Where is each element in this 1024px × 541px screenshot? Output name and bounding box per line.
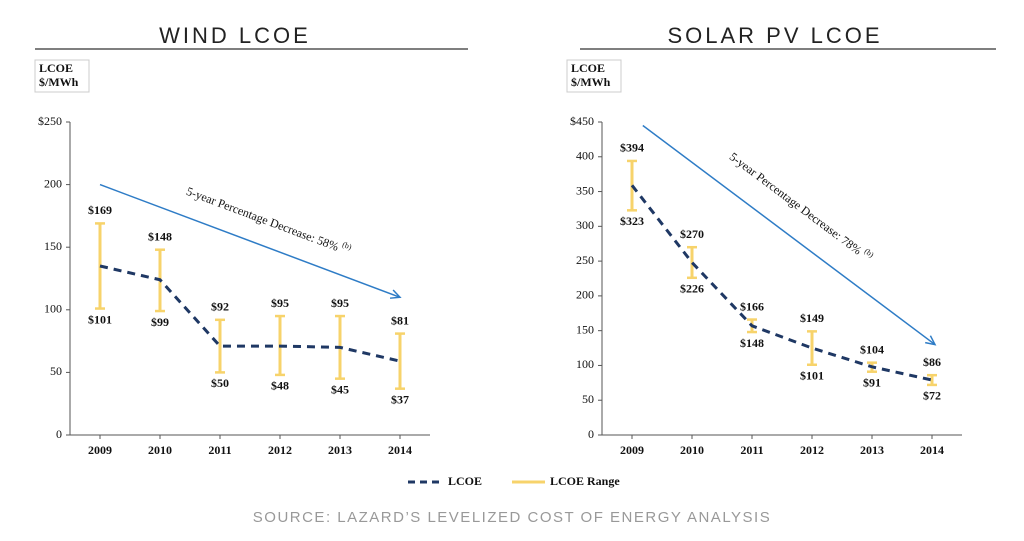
x-tick-label: 2014	[388, 443, 412, 457]
trend-arrow	[99, 183, 401, 298]
y-tick-label: 200	[576, 288, 594, 302]
data-label: $270	[680, 227, 704, 241]
y-axis-label: $/MWh	[571, 75, 611, 89]
data-label: $37	[391, 392, 409, 406]
y-axis-label: LCOE	[39, 61, 73, 75]
annotation-text: 5-year Percentage Decrease: 58%	[185, 184, 341, 254]
x-tick-label: 2013	[328, 443, 352, 457]
chart-title: SOLAR PV LCOE	[667, 23, 882, 48]
ylabel-box	[34, 59, 90, 93]
data-label: $50	[211, 376, 229, 390]
data-label: $323	[620, 214, 644, 228]
y-tick-label: $450	[570, 114, 594, 128]
data-label: $99	[151, 315, 169, 329]
x-tick-label: 2014	[920, 443, 944, 457]
y-tick-label: 300	[576, 218, 594, 232]
x-tick-label: 2012	[268, 443, 292, 457]
y-axis-label: LCOE	[571, 61, 605, 75]
lcoe-line	[99, 264, 401, 363]
x-tick-label: 2012	[800, 443, 824, 457]
lcoe-line	[630, 184, 933, 382]
data-label: $91	[863, 375, 881, 389]
y-tick-label: 400	[576, 149, 594, 163]
chart-title: WIND LCOE	[159, 23, 311, 48]
y-tick-label: $250	[38, 114, 62, 128]
y-tick-label: 100	[44, 302, 62, 316]
ylabel-box	[566, 59, 622, 93]
x-tick-label: 2013	[860, 443, 884, 457]
x-tick-label: 2010	[680, 443, 704, 457]
y-tick-label: 0	[56, 427, 62, 441]
trend-arrow	[642, 124, 936, 346]
x-tick-label: 2009	[620, 443, 644, 457]
y-tick-label: 150	[576, 322, 594, 336]
x-tick-label: 2011	[740, 443, 763, 457]
y-tick-label: 250	[576, 253, 594, 267]
legend-label: LCOE	[448, 474, 482, 488]
y-tick-label: 0	[588, 427, 594, 441]
data-label: $95	[271, 296, 289, 310]
data-label: $104	[860, 342, 884, 356]
data-label: $45	[331, 382, 349, 396]
annotation: 5-year Percentage Decrease: 58%(b)	[185, 182, 354, 258]
data-label: $92	[211, 300, 229, 314]
data-label: $101	[800, 368, 824, 382]
y-tick-label: 50	[50, 364, 62, 378]
x-tick-label: 2010	[148, 443, 172, 457]
data-label: $72	[923, 389, 941, 403]
arrow-head	[925, 335, 937, 346]
data-label: $95	[331, 296, 349, 310]
annotation: 5-year Percentage Decrease: 78%(b)	[727, 148, 876, 265]
legend-label: LCOE Range	[550, 474, 620, 488]
annotation-note: (b)	[341, 240, 353, 252]
x-tick-label: 2009	[88, 443, 112, 457]
y-tick-label: 350	[576, 183, 594, 197]
data-label: $149	[800, 311, 824, 325]
y-tick-label: 200	[44, 176, 62, 190]
data-label: $101	[88, 312, 112, 326]
source-note: SOURCE: LAZARD’S LEVELIZED COST OF ENERG…	[253, 509, 771, 526]
data-label: $148	[740, 336, 764, 350]
x-tick-label: 2011	[208, 443, 231, 457]
data-label: $394	[620, 141, 644, 155]
y-tick-label: 100	[576, 357, 594, 371]
y-tick-label: 150	[44, 239, 62, 253]
y-axis-label: $/MWh	[39, 75, 79, 89]
annotation-note: (b)	[863, 246, 876, 259]
data-label: $48	[271, 379, 289, 393]
data-label: $148	[148, 229, 172, 243]
data-label: $169	[88, 203, 112, 217]
data-label: $86	[923, 355, 941, 369]
arrow-head	[389, 289, 402, 299]
data-label: $81	[391, 313, 409, 327]
data-label: $166	[740, 299, 764, 313]
data-label: $226	[680, 282, 704, 296]
y-tick-label: 50	[582, 392, 594, 406]
